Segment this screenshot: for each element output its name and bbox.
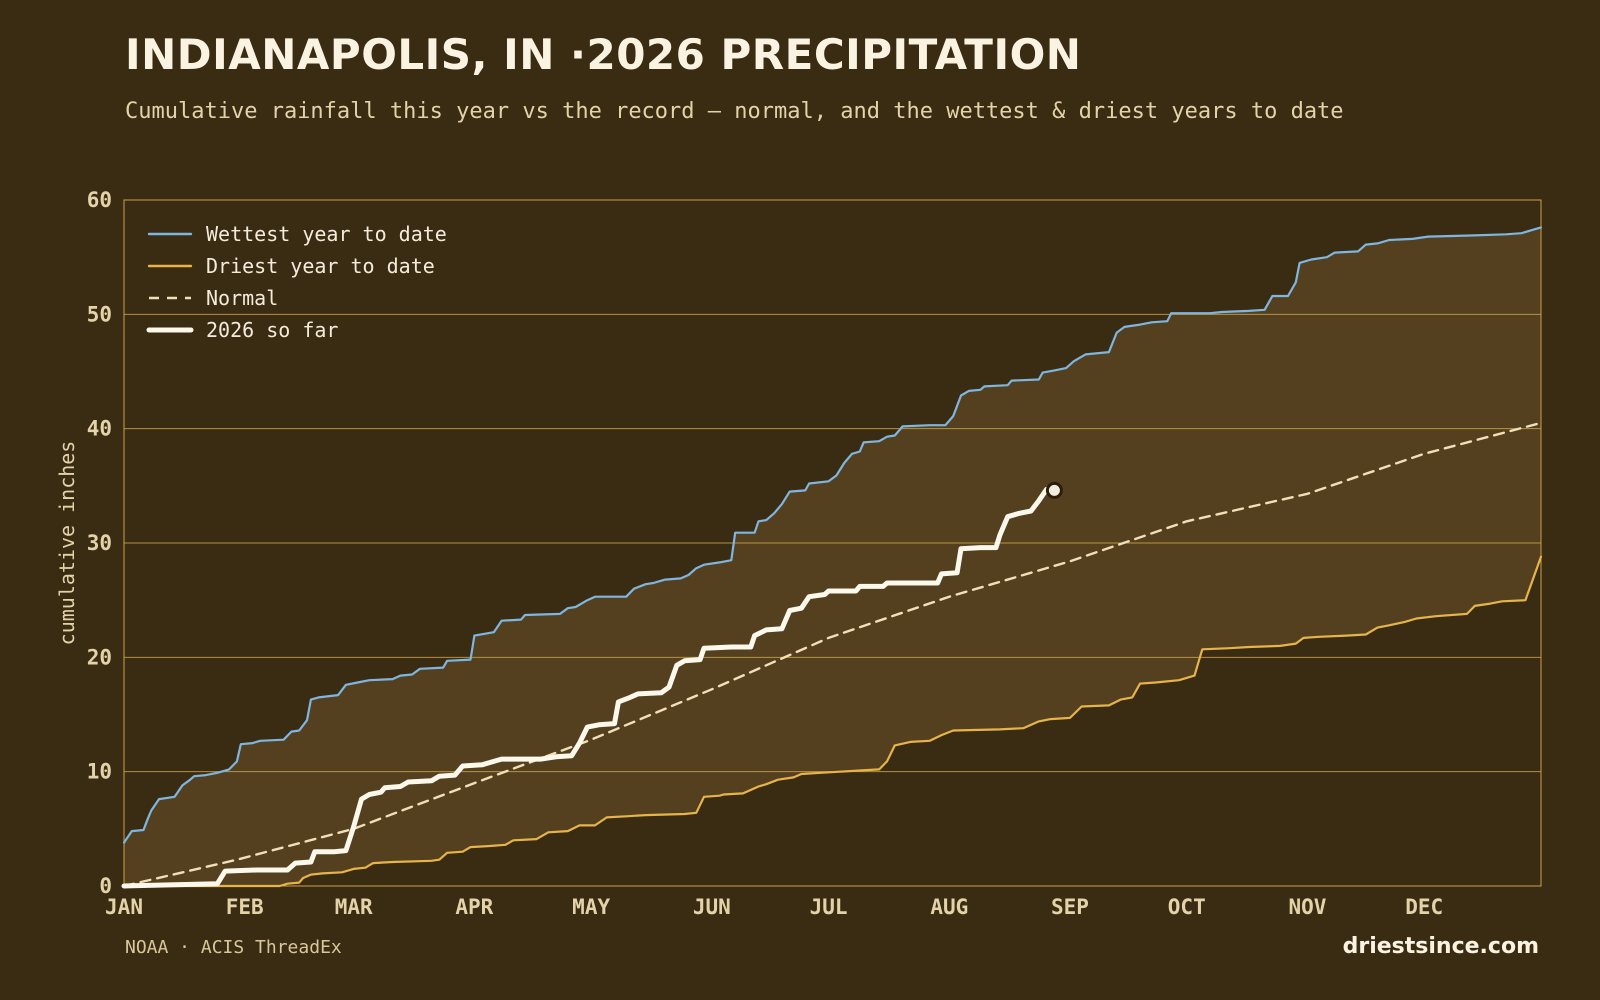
x-tick-label: MAR (335, 895, 373, 919)
x-tick-label: AUG (930, 895, 968, 919)
series-line-wettest (122, 226, 1543, 844)
y-tick-label: 50 (87, 302, 112, 326)
source-credit: NOAA · ACIS ThreadEx (125, 937, 342, 958)
x-tick-label: APR (455, 895, 493, 919)
legend: Wettest year to date Driest year to date N… (146, 222, 447, 342)
series-layer (121, 226, 1543, 889)
x-tick-label: FEB (226, 895, 264, 919)
y-tick-label: 60 (87, 188, 112, 212)
series-line-this-year (121, 486, 1050, 889)
legend-label: 2026 so far (206, 318, 338, 342)
series-line-driest (122, 555, 1543, 888)
series-line-normal (122, 421, 1543, 888)
record-range-band (124, 227, 1541, 886)
y-axis-ticks: 0 10 20 30 40 50 60 (87, 188, 112, 898)
x-tick-label: OCT (1168, 895, 1206, 919)
x-tick-label: NOV (1288, 895, 1326, 919)
page-title: INDIANAPOLIS, IN ·2026 PRECIPITATION (125, 30, 1082, 79)
y-axis-label: cumulative inches (55, 441, 79, 646)
legend-label: Driest year to date (206, 254, 435, 278)
legend-label: Wettest year to date (206, 222, 447, 246)
brand-link[interactable]: driestsince.com (1342, 934, 1539, 959)
y-tick-label: 20 (87, 645, 112, 669)
current-point-marker (1045, 481, 1063, 499)
x-tick-label: JUN (693, 895, 731, 919)
plot-frame (123, 199, 1542, 887)
x-tick-label: MAY (572, 895, 610, 919)
x-axis-ticks: JAN FEB MAR APR MAY JUN JUL AUG SEP OCT NOV DEC (105, 895, 1443, 919)
x-tick-label: JAN (105, 895, 143, 919)
x-tick-label: DEC (1405, 895, 1443, 919)
x-tick-label: JUL (810, 895, 848, 919)
x-tick-label: SEP (1051, 895, 1089, 919)
y-tick-label: 30 (87, 531, 112, 555)
y-tick-label: 0 (99, 874, 112, 898)
legend-label: Normal (206, 286, 278, 310)
y-tick-label: 40 (87, 417, 112, 441)
page-subtitle: Cumulative rainfall this year vs the rec… (125, 99, 1344, 124)
y-tick-label: 10 (87, 760, 112, 784)
